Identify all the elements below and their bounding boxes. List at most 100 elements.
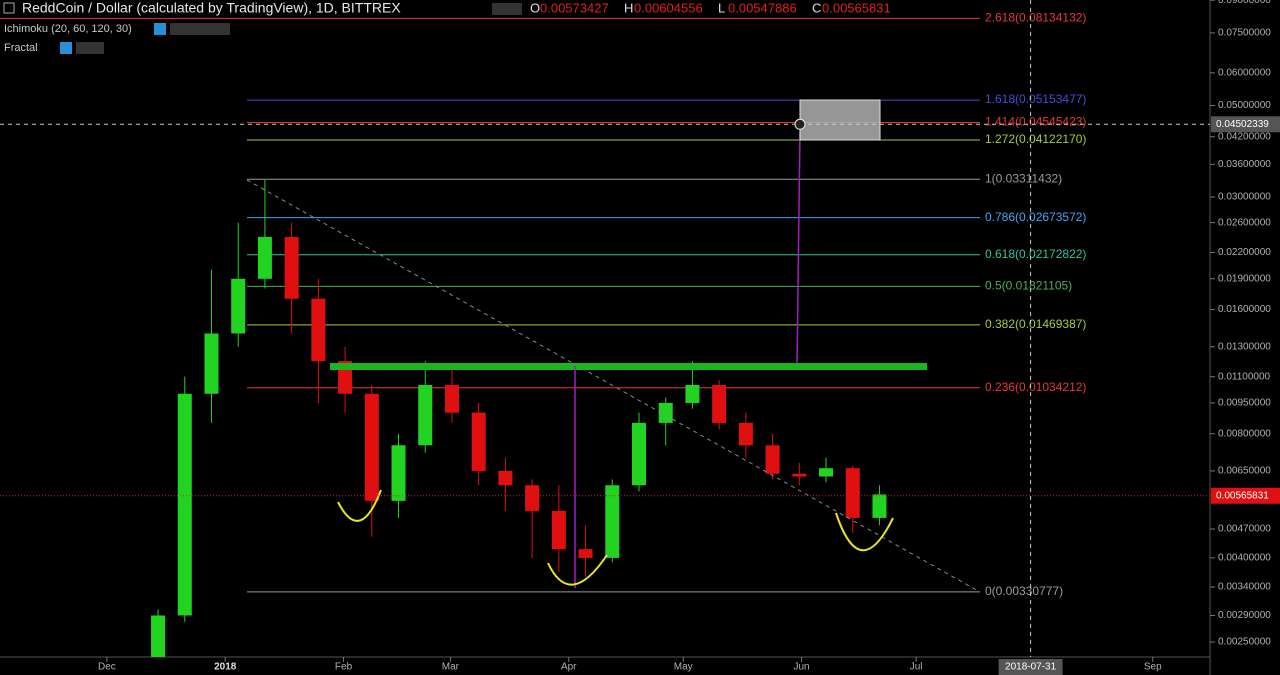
fib-level-label: 2.618(0.08134132)	[985, 10, 1086, 24]
x-tick-label: Jul	[910, 662, 923, 673]
pattern-curve	[337, 489, 382, 522]
symbol-title[interactable]: ReddCoin / Dollar (calculated by Trading…	[22, 0, 401, 16]
y-tick-label: 0.01600000	[1218, 304, 1271, 315]
candle-body	[525, 485, 540, 511]
visibility-icon[interactable]	[154, 23, 166, 35]
target-box	[799, 99, 881, 141]
y-tick-label: 0.00340000	[1218, 582, 1271, 593]
x-tick-label: May	[674, 662, 693, 673]
ohlc-value: 0.00604556	[634, 0, 703, 15]
y-tick-label: 0.04200000	[1218, 131, 1271, 142]
indicator-name[interactable]: Ichimoku (20, 60, 120, 30)	[4, 23, 132, 35]
candle-body	[471, 412, 486, 471]
candle-body	[498, 470, 513, 486]
x-tick-label: 2018	[214, 662, 237, 673]
symbol-toolbar[interactable]	[492, 3, 522, 15]
ohlc-label: H	[624, 0, 633, 15]
ohlc-value: 0.00573427	[540, 0, 609, 15]
fib-level-label: 1.414(0.04545423)	[985, 115, 1086, 129]
y-tick-label: 0.06000000	[1218, 67, 1271, 78]
x-tick-label: Dec	[98, 662, 116, 673]
crosshair-date-label: 2018-07-31	[1005, 662, 1057, 673]
candle-body	[658, 402, 673, 423]
indicator-name[interactable]: Fractal	[4, 42, 38, 54]
y-tick-label: 0.00950000	[1218, 398, 1271, 409]
y-tick-label: 0.00800000	[1218, 428, 1271, 439]
crosshair-date-box	[998, 659, 1063, 675]
last-price-label: 0.00565831	[1216, 490, 1269, 501]
y-tick-label: 0.00470000	[1218, 524, 1271, 535]
y-tick-label: 0.00250000	[1218, 637, 1271, 648]
fib-level-label: 1(0.03311432)	[985, 171, 1062, 185]
ohlc-value: 0.00547886	[728, 0, 797, 15]
candle-body	[284, 236, 299, 299]
x-tick-label: Mar	[442, 662, 460, 673]
y-tick-label: 0.00290000	[1218, 610, 1271, 621]
fib-level-label: 0.382(0.01469387)	[985, 317, 1086, 331]
x-tick-label: Sep	[1144, 662, 1162, 673]
y-tick-label: 0.03000000	[1218, 192, 1271, 203]
ohlc-value: 0.00565831	[822, 0, 891, 15]
menu-icon[interactable]	[3, 2, 15, 14]
candle-body	[819, 468, 834, 477]
plot-area: 2.618(0.08134132) 1.618(0.05153477) 1.414(…	[0, 10, 1086, 657]
candle-body	[364, 393, 379, 501]
crosshair-price-box	[1211, 116, 1280, 133]
pattern-curve	[835, 512, 894, 552]
ohlc-label: O	[530, 0, 540, 15]
ohlc-label: C	[812, 0, 821, 15]
candle-body	[177, 393, 192, 616]
y-tick-label: 0.05000000	[1218, 100, 1271, 111]
resistance-zone	[330, 363, 927, 370]
y-tick-label: 0.07500000	[1218, 27, 1271, 38]
fib-level-label: 0.786(0.02673572)	[985, 210, 1086, 224]
candle-body	[738, 422, 753, 446]
measure-line	[796, 131, 801, 364]
visibility-icon[interactable]	[60, 42, 72, 54]
y-tick-label: 0.00400000	[1218, 553, 1271, 564]
fib-level-label: 0(0.00330777)	[985, 584, 1063, 598]
candle-body	[845, 468, 860, 518]
candle-body	[578, 549, 593, 558]
indicator-toolbar[interactable]	[170, 23, 230, 35]
pattern-curve	[547, 554, 608, 586]
candle-body	[311, 298, 326, 362]
candle-body	[631, 422, 646, 486]
y-tick-label: 0.03600000	[1218, 159, 1271, 170]
candle-body	[257, 236, 272, 279]
candle-body	[872, 494, 887, 518]
fib-level-label: 0.5(0.01821105)	[985, 279, 1072, 293]
candle-body	[712, 385, 727, 423]
candle-body	[765, 445, 780, 474]
fib-level-label: 0.618(0.02172822)	[985, 247, 1086, 261]
candle-body	[792, 473, 807, 477]
y-tick-label: 0.02600000	[1218, 217, 1271, 228]
y-tick-label: 0.01100000	[1218, 371, 1271, 382]
y-tick-label: 0.00650000	[1218, 466, 1271, 477]
ohlc-label: L	[718, 0, 725, 15]
candle-body	[418, 385, 433, 446]
candle-body	[444, 385, 459, 413]
y-tick-label: 0.09000000	[1218, 0, 1271, 6]
indicator-toolbar[interactable]	[76, 42, 104, 54]
last-price-box	[1211, 487, 1280, 504]
y-tick-label: 0.01900000	[1218, 273, 1271, 284]
candle-body	[204, 333, 219, 394]
y-tick-label: 0.01300000	[1218, 341, 1271, 352]
candle-body	[685, 385, 700, 403]
crosshair-price-label: 0.04502339	[1216, 119, 1269, 130]
candle-body	[151, 615, 166, 657]
fib-level-label: 0.236(0.01034212)	[985, 380, 1086, 394]
x-tick-label: Apr	[561, 662, 577, 673]
x-tick-label: Jun	[794, 662, 810, 673]
y-tick-label: 0.02200000	[1218, 247, 1271, 258]
crosshair-point	[794, 118, 806, 130]
candle-body	[231, 278, 246, 334]
candle-body	[551, 510, 566, 550]
fib-level-label: 1.272(0.04122170)	[985, 132, 1086, 146]
fib-level-label: 1.618(0.05153477)	[985, 92, 1086, 106]
candle-body	[391, 445, 406, 501]
